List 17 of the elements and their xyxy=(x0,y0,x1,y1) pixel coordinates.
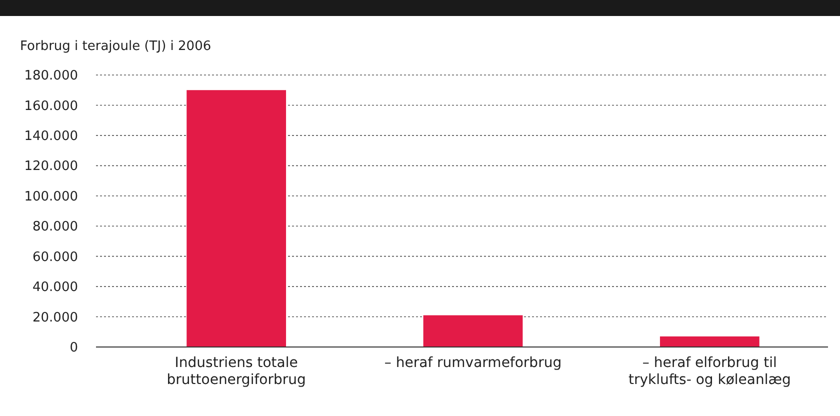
y-tick-label: 60.000 xyxy=(32,250,78,265)
y-tick-label: 40.000 xyxy=(32,280,78,296)
bar xyxy=(660,336,760,347)
y-tick-label: 80.000 xyxy=(32,220,78,235)
x-tick-label: Industriens totale bruttoenergiforbrug xyxy=(166,355,306,388)
y-tick-label: 100.000 xyxy=(24,189,78,204)
x-tick-label: – heraf elforbrug til tryklufts- og køleanlæg xyxy=(628,355,791,388)
y-axis-title: Forbrug i terajoule (TJ) i 2006 xyxy=(20,39,212,54)
y-tick-label: 0 xyxy=(70,340,78,356)
bar xyxy=(186,90,286,347)
y-tick-label: 120.000 xyxy=(24,159,78,174)
bar xyxy=(423,315,523,347)
y-tick-label: 140.000 xyxy=(24,128,78,144)
x-tick-label: – heraf rumvarmeforbrug xyxy=(384,355,562,371)
y-tick-label: 160.000 xyxy=(24,98,78,114)
y-tick-label: 180.000 xyxy=(24,68,78,84)
y-tick-label: 20.000 xyxy=(32,310,78,326)
